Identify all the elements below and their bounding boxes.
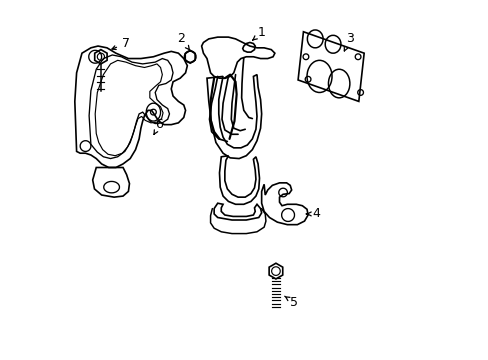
Text: 2: 2 — [177, 32, 189, 50]
Text: 3: 3 — [344, 32, 353, 51]
Text: 7: 7 — [112, 37, 130, 50]
Text: 1: 1 — [252, 26, 265, 40]
Text: 6: 6 — [154, 118, 163, 134]
Text: 5: 5 — [284, 296, 297, 309]
Text: 4: 4 — [306, 207, 319, 220]
